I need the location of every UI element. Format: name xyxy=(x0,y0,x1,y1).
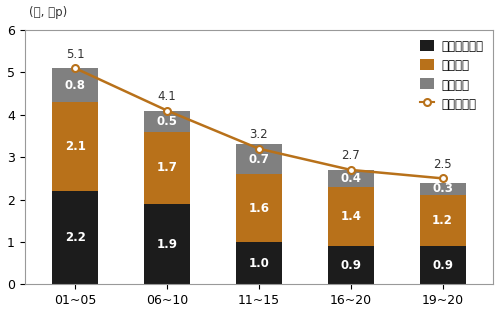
Text: 3.2: 3.2 xyxy=(250,128,268,141)
Bar xyxy=(144,132,190,204)
Bar xyxy=(144,111,190,132)
Bar xyxy=(328,246,374,284)
Text: 0.5: 0.5 xyxy=(156,115,178,128)
Text: 0.3: 0.3 xyxy=(432,182,453,196)
Legend: 쳙요소생산성, 자본투입, 노동투입, 잠재성장률: 쳙요소생산성, 자본투입, 노동투입, 잠재성장률 xyxy=(418,37,486,113)
Text: 0.7: 0.7 xyxy=(248,153,270,166)
Text: 1.7: 1.7 xyxy=(156,161,178,174)
Text: 1.4: 1.4 xyxy=(340,210,361,223)
Text: 1.9: 1.9 xyxy=(156,238,178,251)
Bar xyxy=(420,246,466,284)
Text: 5.1: 5.1 xyxy=(66,47,84,61)
Text: (％, ％p): (％, ％p) xyxy=(30,6,68,19)
Text: 0.9: 0.9 xyxy=(432,259,453,272)
Text: 1.6: 1.6 xyxy=(248,202,270,214)
Bar xyxy=(52,68,98,102)
Text: 1.0: 1.0 xyxy=(248,257,270,270)
Bar xyxy=(52,191,98,284)
Bar xyxy=(144,204,190,284)
Text: 0.8: 0.8 xyxy=(64,78,86,92)
Bar xyxy=(236,242,282,284)
Text: 0.4: 0.4 xyxy=(340,172,361,185)
Bar xyxy=(420,195,466,246)
Bar xyxy=(328,187,374,246)
Text: 1.2: 1.2 xyxy=(432,214,453,227)
Text: 2.7: 2.7 xyxy=(342,149,360,162)
Text: 4.1: 4.1 xyxy=(158,90,176,103)
Bar xyxy=(236,144,282,174)
Text: 2.1: 2.1 xyxy=(64,140,86,153)
Text: 2.2: 2.2 xyxy=(64,231,86,244)
Bar xyxy=(420,183,466,195)
Bar xyxy=(52,102,98,191)
Bar xyxy=(236,174,282,242)
Bar xyxy=(328,170,374,187)
Text: 0.9: 0.9 xyxy=(340,259,361,272)
Text: 2.5: 2.5 xyxy=(433,158,452,171)
